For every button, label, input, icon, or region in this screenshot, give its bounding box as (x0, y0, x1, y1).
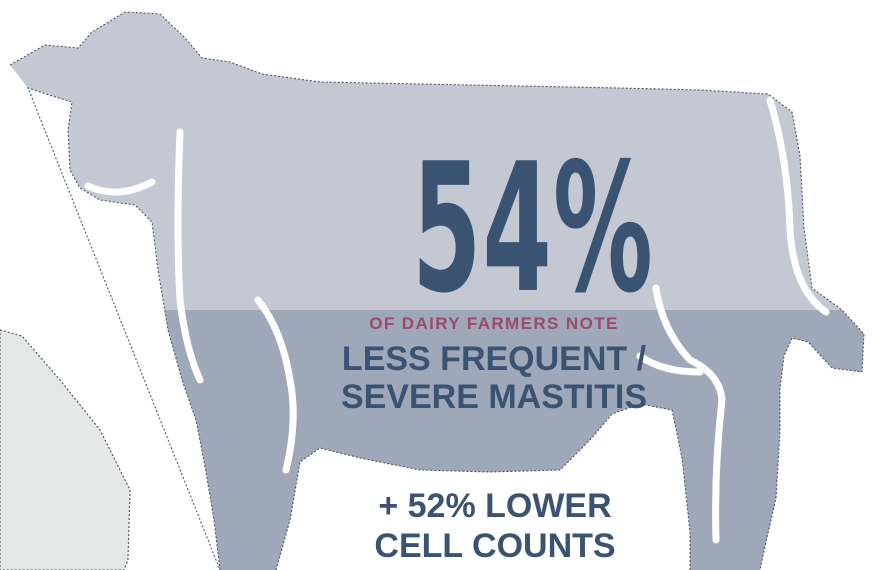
stat-headline-line2: SEVERE MASTITIS (340, 378, 648, 416)
secondary-stat: + 52% LOWER CELL COUNTS (330, 486, 660, 566)
secondary-stat-line2: CELL COUNTS (374, 527, 616, 565)
cow-outline (9, 11, 865, 570)
secondary-stat-line1: + 52% LOWER (378, 487, 612, 525)
gray-shape-left (0, 329, 131, 570)
stat-headline: LESS FREQUENT / SEVERE MASTITIS (290, 340, 698, 416)
stat-subtitle: OF DAIRY FARMERS NOTE (369, 314, 619, 333)
stat-percent: 54% (412, 125, 654, 332)
cow-contour-lines (84, 96, 830, 544)
stat-headline-line1: LESS FREQUENT / (341, 340, 647, 378)
